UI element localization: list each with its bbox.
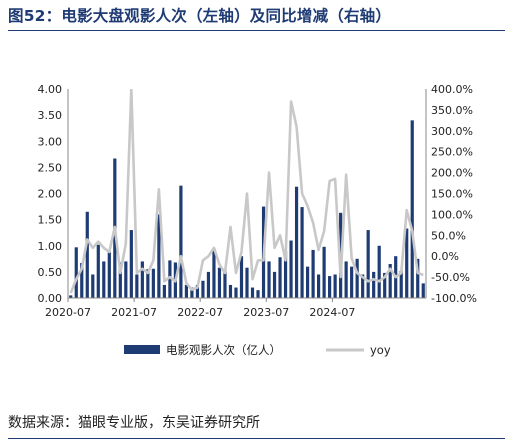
bottom-rule: [8, 438, 505, 439]
bar: [162, 284, 166, 298]
bar: [157, 214, 161, 298]
bar: [344, 261, 348, 298]
left-tick-label: 3.00: [38, 135, 63, 148]
bar: [206, 271, 211, 299]
bar: [201, 280, 205, 298]
line-series: [69, 89, 424, 294]
left-tick-label: 1.50: [38, 214, 63, 227]
bar: [399, 270, 403, 298]
x-tick-label: 2022-07: [177, 306, 223, 319]
bar: [333, 274, 337, 298]
right-tick-label: 250.0%: [431, 146, 473, 159]
bar: [383, 272, 387, 298]
legend-line-label: yoy: [370, 343, 391, 357]
bar: [91, 274, 95, 298]
bar: [416, 258, 420, 298]
bar: [305, 266, 310, 298]
bar: [317, 274, 321, 298]
bar: [377, 245, 381, 298]
bar: [124, 261, 128, 298]
right-tick-label: 200.0%: [431, 167, 473, 180]
bar: [421, 283, 425, 298]
bar: [289, 240, 293, 298]
bar: [102, 261, 106, 298]
bar: [410, 120, 414, 298]
bar: [228, 284, 233, 298]
right-tick-label: 350.0%: [431, 104, 473, 117]
bar: [140, 261, 144, 298]
bar: [372, 271, 376, 299]
bar: [361, 274, 365, 298]
bar: [135, 274, 139, 298]
bar: [239, 256, 244, 298]
bar: [212, 248, 216, 298]
right-axis-ticks: -100.0% -50.0% 0.0% 50.0% 100.0% 150.0% 200.0%…: [425, 83, 477, 305]
bar: [195, 284, 200, 298]
bar: [234, 287, 238, 298]
left-tick-label: 3.50: [38, 109, 63, 122]
bar: [328, 276, 332, 298]
bar: [250, 287, 255, 298]
right-tick-label: 300.0%: [431, 125, 473, 138]
left-axis-ticks: 0.00 0.50 1.00 1.50 2.00 2.50 3.00 3.50 4.00: [38, 83, 69, 305]
x-tick-label: 2024-07: [309, 306, 355, 319]
bar: [74, 247, 78, 298]
legend-bar-swatch: [124, 345, 160, 354]
legend: 电影观影人次（亿人） yoy: [124, 343, 391, 357]
bar: [256, 290, 260, 298]
x-tick-label: 2020-07: [45, 306, 91, 319]
bar: [355, 258, 359, 298]
bar: [151, 268, 155, 298]
left-tick-label: 1.00: [38, 240, 63, 253]
bar: [223, 269, 227, 298]
bar: [278, 257, 282, 298]
bar: [107, 252, 111, 298]
bar: [322, 246, 326, 298]
bar: [96, 244, 100, 298]
bar: [184, 284, 189, 298]
x-tick-label: 2023-07: [243, 306, 289, 319]
chart: 0.00 0.50 1.00 1.50 2.00 2.50 3.00 3.50 4.00 202…: [38, 83, 477, 357]
left-tick-label: 0.00: [38, 292, 63, 305]
left-tick-label: 0.50: [38, 266, 63, 279]
right-tick-label: 400.0%: [431, 83, 473, 96]
right-tick-label: -50.0%: [431, 271, 470, 284]
right-tick-label: 50.0%: [431, 229, 466, 242]
yoy-line: [69, 89, 424, 294]
bar: [217, 267, 222, 298]
bar: [168, 260, 172, 298]
bar: [311, 249, 315, 298]
right-tick-label: 150.0%: [431, 188, 473, 201]
bar: [405, 228, 409, 298]
bar: [388, 264, 392, 298]
bar: [85, 211, 89, 298]
bar: [190, 287, 194, 298]
right-tick-label: -100.0%: [431, 292, 477, 305]
bar: [272, 271, 277, 299]
bar: [366, 230, 370, 298]
x-axis: 2020-07 2021-07 2022-07 2023-07 2024-07: [45, 297, 426, 319]
bar: [283, 250, 288, 298]
legend-bar-label: 电影观影人次（亿人）: [166, 343, 281, 357]
bar: [80, 262, 84, 298]
bar: [245, 267, 249, 298]
x-tick-label: 2021-07: [111, 306, 157, 319]
figure-title: 图52：电影大盘观影人次（左轴）及同比增减（右轴）: [8, 7, 392, 25]
left-tick-label: 2.00: [38, 188, 63, 201]
bar: [129, 230, 133, 298]
right-tick-label: 0.0%: [431, 250, 459, 263]
bar: [179, 185, 183, 298]
source-note: 数据来源：猫眼专业版，东吴证券研究所: [8, 415, 260, 431]
bar: [146, 269, 150, 298]
bar: [69, 295, 73, 298]
right-tick-label: 100.0%: [431, 208, 473, 221]
bar: [294, 186, 299, 298]
left-tick-label: 2.50: [38, 161, 63, 174]
left-tick-label: 4.00: [38, 83, 63, 96]
title-rule: [8, 30, 505, 31]
bar: [267, 261, 271, 298]
bar: [350, 266, 354, 298]
bar: [300, 207, 304, 298]
bar: [118, 262, 122, 298]
